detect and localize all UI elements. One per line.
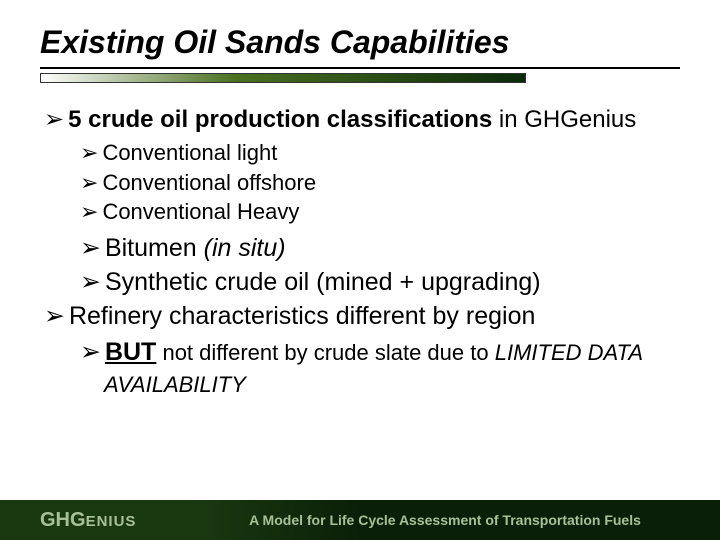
footer-brand-a: GHG: [40, 509, 86, 531]
footer-brand-b: ENIUS: [86, 513, 137, 530]
bullet-sub-6-mid: not different by crude slate due to: [156, 340, 494, 365]
arrow-icon: ➢: [80, 199, 98, 224]
bullet-main-2: ➢Refinery characteristics different by r…: [44, 301, 676, 332]
bullet-sub-1-text: Conventional light: [102, 140, 277, 165]
title-underline: [40, 67, 680, 69]
slide-title: Existing Oil Sands Capabilities: [40, 24, 680, 61]
arrow-icon: ➢: [80, 234, 101, 262]
bullet-sub-5: ➢Synthetic crude oil (mined + upgrading): [44, 266, 676, 299]
footer-tagline: A Model for Life Cycle Assessment of Tra…: [200, 512, 720, 528]
content-area: ➢5 crude oil production classifications …: [0, 83, 720, 401]
bullet-sub-3: ➢Conventional Heavy: [44, 198, 676, 226]
arrow-icon: ➢: [44, 302, 65, 330]
arrow-icon: ➢: [80, 338, 101, 366]
slide: Existing Oil Sands Capabilities ➢5 crude…: [0, 0, 720, 540]
arrow-icon: ➢: [80, 268, 101, 296]
bullet-sub-1: ➢Conventional light: [44, 139, 676, 167]
bullet-sub-2: ➢Conventional offshore: [44, 169, 676, 197]
title-gradient-bar: [40, 73, 526, 83]
bullet-sub-5-text: Synthetic crude oil (mined + upgrading): [105, 268, 541, 296]
footer-bar: GHGENIUS A Model for Life Cycle Assessme…: [0, 500, 720, 540]
bullet-sub-4-b: (in situ): [204, 234, 286, 262]
bullet-main-1: ➢5 crude oil production classifications …: [44, 105, 676, 135]
arrow-icon: ➢: [44, 106, 64, 133]
bullet-sub-2-text: Conventional offshore: [102, 170, 316, 195]
bullet-sub-4: ➢Bitumen (in situ): [44, 232, 676, 265]
bullet-sub-4-a: Bitumen: [105, 234, 204, 262]
arrow-icon: ➢: [80, 170, 98, 195]
bullet-sub-6: ➢BUT not different by crude slate due to…: [44, 336, 676, 401]
bullet-sub-3-text: Conventional Heavy: [102, 199, 299, 224]
footer-brand: GHGENIUS: [0, 509, 200, 532]
bullet-main-1-rest: in GHGenius: [492, 106, 636, 133]
arrow-icon: ➢: [80, 140, 98, 165]
bullet-main-1-bold: 5 crude oil production classifications: [68, 106, 492, 133]
bullet-sub-6-but: BUT: [105, 338, 156, 366]
bullet-main-2-text: Refinery characteristics different by re…: [69, 302, 535, 330]
title-area: Existing Oil Sands Capabilities: [0, 0, 720, 83]
